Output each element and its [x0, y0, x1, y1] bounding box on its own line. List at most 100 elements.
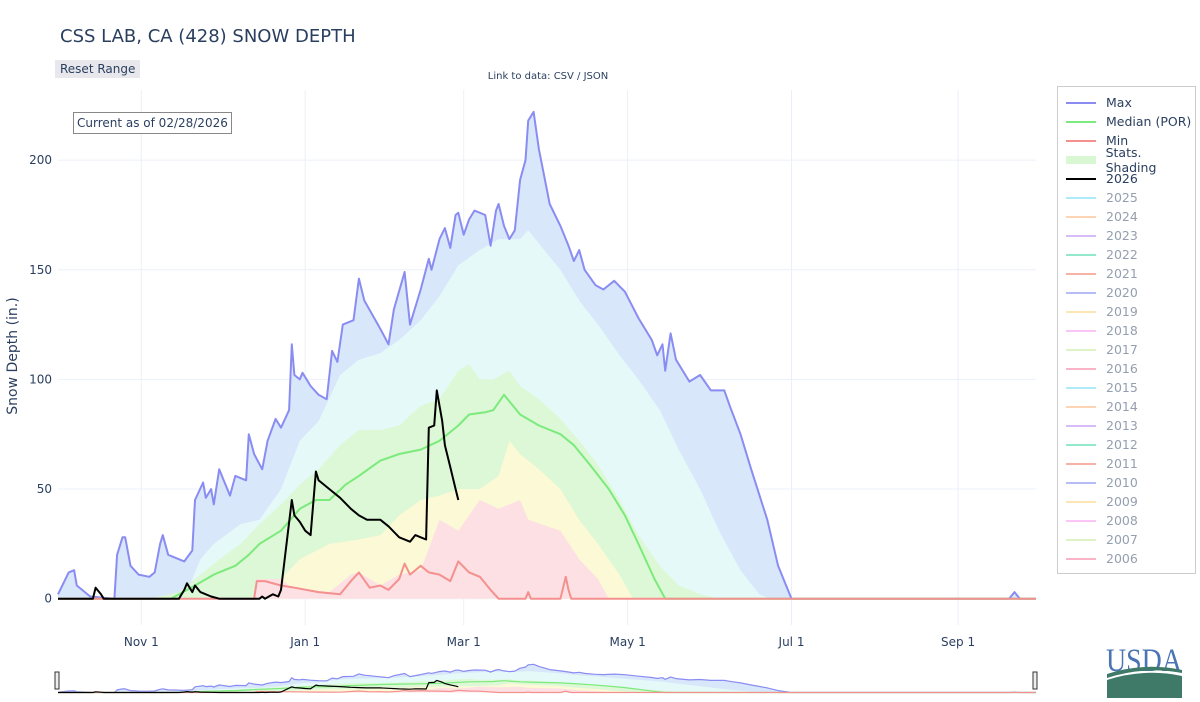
legend-swatch-icon	[1066, 405, 1096, 408]
range-slider-left-handle[interactable]	[54, 671, 60, 690]
y-tick-label: 200	[29, 153, 52, 167]
legend-item-2010[interactable]: 2010	[1066, 473, 1138, 492]
legend-item-2007[interactable]: 2007	[1066, 530, 1138, 549]
legend-item-min[interactable]: Min	[1066, 131, 1128, 150]
legend-label: 2009	[1106, 494, 1138, 509]
legend-label: Stats. Shading	[1105, 144, 1157, 175]
legend-swatch-icon	[1066, 500, 1096, 503]
y-axis-title: Snow Depth (in.)	[5, 297, 21, 414]
legend-label: 2026	[1106, 171, 1138, 186]
legend-item-2022[interactable]: 2022	[1066, 245, 1138, 264]
legend-label: 2008	[1106, 513, 1138, 528]
slider-band-p10	[58, 686, 1036, 693]
legend-item-2018[interactable]: 2018	[1066, 321, 1138, 340]
slider-line-min	[58, 689, 1036, 694]
legend-label: 2015	[1106, 380, 1138, 395]
legend-swatch-icon	[1066, 253, 1096, 256]
legend-item-2012[interactable]: 2012	[1066, 435, 1138, 454]
legend-label: 2007	[1106, 532, 1138, 547]
legend-item-2013[interactable]: 2013	[1066, 416, 1138, 435]
x-tick-label: Jul 1	[778, 635, 805, 649]
legend-label: 2020	[1106, 285, 1138, 300]
line-max	[57, 110, 1036, 600]
legend-swatch-icon	[1066, 367, 1096, 370]
legend-swatch-icon	[1066, 177, 1096, 180]
legend-item-2011[interactable]: 2011	[1066, 454, 1138, 473]
legend-item-2024[interactable]: 2024	[1066, 207, 1138, 226]
legend-item-2008[interactable]: 2008	[1066, 511, 1138, 530]
band-p30	[58, 440, 1036, 599]
legend-swatch-icon	[1066, 155, 1096, 164]
chart-title: CSS LAB, CA (428) SNOW DEPTH	[60, 26, 356, 47]
legend-item-median-por[interactable]: Median (POR)	[1066, 112, 1191, 131]
legend-label: Min	[1106, 133, 1129, 148]
legend-label: 2018	[1106, 323, 1138, 338]
legend-label: 2024	[1106, 209, 1138, 224]
legend-item-2016[interactable]: 2016	[1066, 359, 1138, 378]
legend-label: 2013	[1106, 418, 1138, 433]
legend-item-2021[interactable]: 2021	[1066, 264, 1138, 283]
legend-swatch-icon	[1066, 215, 1096, 218]
legend-swatch-icon	[1066, 443, 1096, 446]
legend-swatch-icon	[1066, 481, 1096, 484]
current-as-of-annotation: Current as of 02/28/2026	[73, 112, 232, 134]
x-tick-label: May 1	[609, 635, 645, 649]
axis-ticks: 0 50 100 150 200 Nov 1 Jan 1 Mar 1 May 1 Jul 1 Sep…	[29, 153, 975, 649]
legend-label: Median (POR)	[1106, 114, 1192, 129]
y-tick-label: 50	[37, 482, 52, 496]
legend-label: Max	[1106, 95, 1132, 110]
x-tick-label: Sep 1	[941, 635, 975, 649]
legend-swatch-icon	[1066, 234, 1096, 237]
usda-logo: USDA	[1104, 640, 1186, 702]
legend-item-2026[interactable]: 2026	[1066, 169, 1138, 188]
legend-item-2019[interactable]: 2019	[1066, 302, 1138, 321]
legend-label: 2025	[1106, 190, 1138, 205]
legend-swatch-icon	[1066, 291, 1096, 294]
legend-swatch-icon	[1066, 196, 1096, 199]
legend-swatch-icon	[1066, 519, 1096, 522]
legend-swatch-icon	[1066, 424, 1096, 427]
legend-item-2023[interactable]: 2023	[1066, 226, 1138, 245]
slider-band-p30	[58, 683, 1036, 693]
legend-item-2006[interactable]: 2006	[1066, 549, 1138, 568]
legend-swatch-icon	[1066, 557, 1096, 560]
legend-swatch-icon	[1066, 462, 1096, 465]
data-link[interactable]: Link to data: CSV / JSON	[487, 71, 609, 82]
legend-item-max[interactable]: Max	[1066, 93, 1132, 112]
legend-item-2015[interactable]: 2015	[1066, 378, 1138, 397]
legend-item-2014[interactable]: 2014	[1066, 397, 1138, 416]
legend-label: 2019	[1106, 304, 1138, 319]
legend-swatch-icon	[1066, 139, 1096, 142]
x-tick-label: Nov 1	[124, 635, 159, 649]
legend-swatch-icon	[1066, 348, 1096, 351]
legend-item-2020[interactable]: 2020	[1066, 283, 1138, 302]
y-tick-label: 0	[44, 592, 52, 606]
band-p10	[58, 500, 1036, 599]
legend: Max Median (POR) Min Stats. Shading 2026 2025…	[1057, 86, 1196, 574]
legend-swatch-icon	[1066, 120, 1096, 123]
legend-label: 2023	[1106, 228, 1138, 243]
legend-label: 2014	[1106, 399, 1138, 414]
x-tick-label: Mar 1	[447, 635, 481, 649]
legend-item-2017[interactable]: 2017	[1066, 340, 1138, 359]
reset-range-button[interactable]: Reset Range	[55, 60, 141, 78]
y-tick-label: 100	[29, 372, 52, 386]
x-tick-label: Jan 1	[289, 635, 320, 649]
line-min	[58, 560, 1036, 600]
slider-line-median	[58, 680, 1036, 694]
legend-item-stats-shading[interactable]: Stats. Shading	[1066, 145, 1195, 175]
legend-swatch-icon	[1066, 538, 1096, 541]
stats-shading	[57, 110, 1036, 600]
slider-line-max	[57, 663, 1036, 694]
legend-swatch-icon	[1066, 101, 1096, 104]
legend-label: 2016	[1106, 361, 1138, 376]
legend-swatch-icon	[1066, 386, 1096, 389]
legend-label: 2011	[1106, 456, 1138, 471]
legend-label: 2010	[1106, 475, 1138, 490]
legend-label: 2006	[1106, 551, 1138, 566]
legend-item-2009[interactable]: 2009	[1066, 492, 1138, 511]
range-slider-right-handle[interactable]	[1032, 671, 1038, 690]
legend-item-2025[interactable]: 2025	[1066, 188, 1138, 207]
range-slider[interactable]	[54, 663, 1038, 694]
